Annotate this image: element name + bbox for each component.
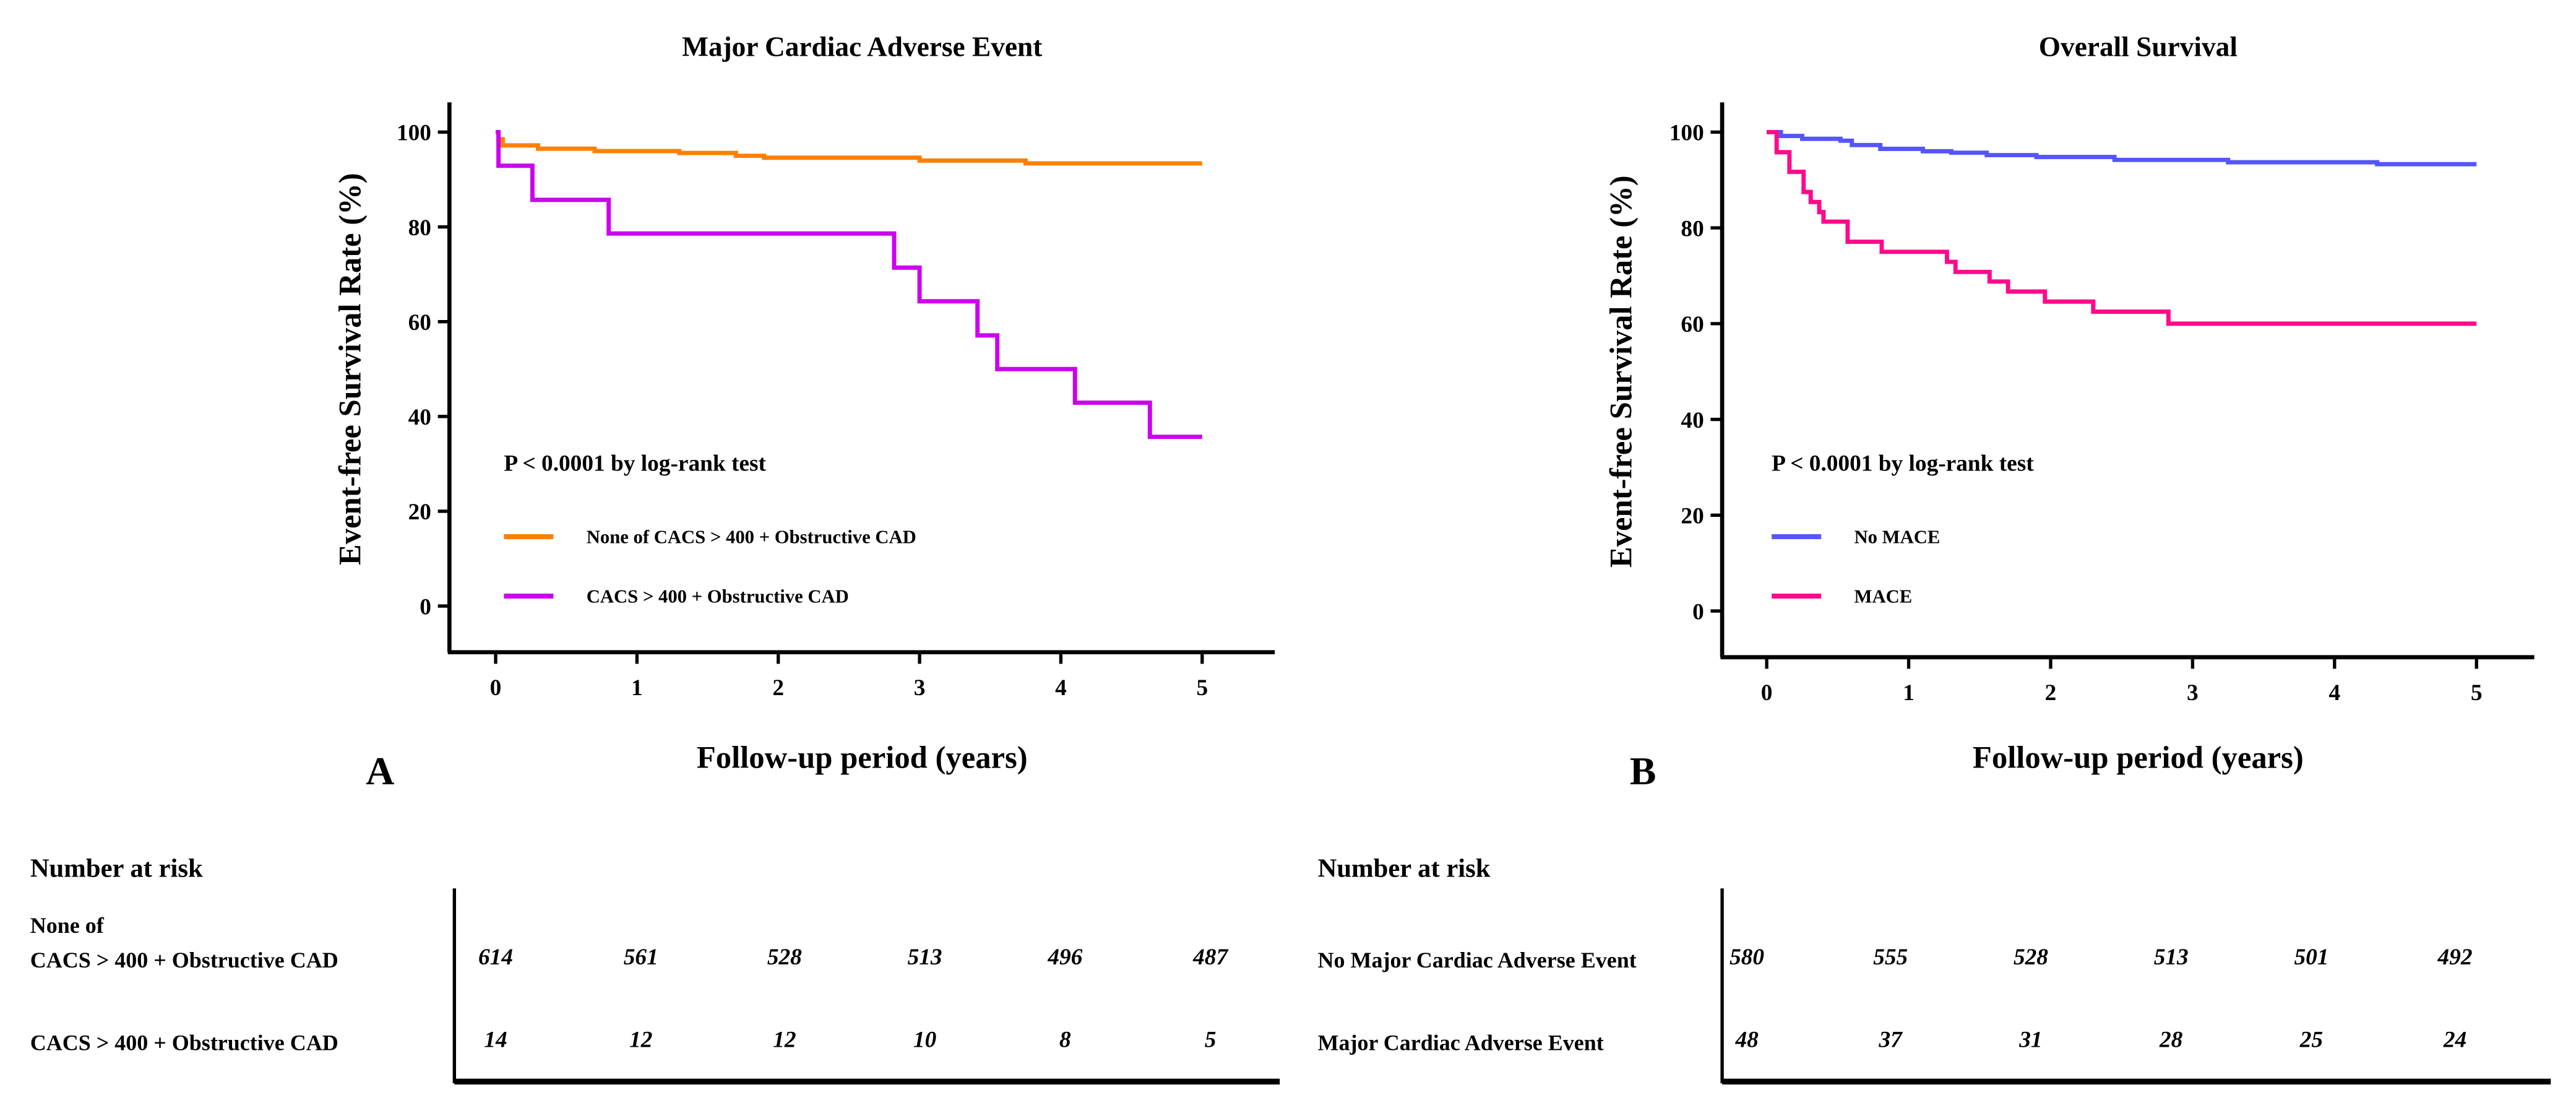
- risk-row-label: No Major Cardiac Adverse Event: [1318, 948, 1637, 972]
- y-tick-label: 80: [1681, 216, 1704, 241]
- x-tick-label: 0: [490, 675, 502, 701]
- risk-table-heading: Number at risk: [30, 854, 203, 883]
- y-tick-label: 100: [397, 121, 431, 146]
- x-tick-label: 3: [914, 675, 926, 701]
- y-tick-label: 60: [408, 310, 431, 335]
- risk-count: 555: [1873, 945, 1908, 970]
- risk-count: 528: [767, 945, 802, 970]
- legend-label: No MACE: [1854, 527, 1941, 548]
- x-tick-label: 5: [1196, 675, 1208, 701]
- x-tick-label: 0: [1761, 680, 1773, 706]
- y-tick-label: 80: [408, 215, 431, 241]
- y-tick-label: 0: [420, 594, 431, 620]
- y-tick-label: 20: [1681, 504, 1704, 529]
- x-tick-label: 4: [1055, 675, 1067, 701]
- risk-row-label: CACS > 400 + Obstructive CAD: [30, 1031, 338, 1055]
- y-tick-label: 100: [1669, 121, 1704, 146]
- survival-curve-0: [1767, 129, 2477, 167]
- x-tick-label: 5: [2471, 680, 2483, 706]
- risk-count: 12: [773, 1027, 796, 1052]
- y-tick-label: 40: [1681, 408, 1704, 433]
- risk-row-label: CACS > 400 + Obstructive CAD: [30, 948, 338, 972]
- x-tick-label: 2: [772, 675, 784, 701]
- panel-label: A: [366, 749, 394, 793]
- risk-count: 513: [908, 945, 942, 970]
- chart-title: Overall Survival: [2039, 32, 2238, 63]
- p-value-annotation: P < 0.0001 by log-rank test: [1772, 451, 2034, 476]
- risk-count: 487: [1192, 945, 1228, 970]
- risk-count: 28: [2159, 1027, 2183, 1052]
- risk-count: 24: [2443, 1027, 2466, 1052]
- y-axis-label: Event-free Survival Rate (%): [1603, 175, 1638, 568]
- y-tick-label: 0: [1692, 599, 1704, 625]
- risk-count: 513: [2154, 945, 2189, 970]
- risk-count: 14: [484, 1027, 507, 1052]
- risk-count: 37: [1879, 1027, 1903, 1052]
- x-tick-label: 1: [631, 675, 643, 701]
- x-tick-label: 1: [1903, 680, 1915, 706]
- risk-count: 528: [2014, 945, 2048, 970]
- risk-count: 48: [1734, 1027, 1759, 1052]
- x-tick-label: 4: [2328, 680, 2340, 706]
- survival-curve-1: [496, 129, 1202, 439]
- risk-count: 492: [2437, 945, 2473, 970]
- y-axis-label: Event-free Survival Rate (%): [332, 173, 367, 565]
- legend-label: CACS > 400 + Obstructive CAD: [587, 586, 849, 607]
- risk-count: 31: [2018, 1027, 2042, 1052]
- risk-count: 580: [1730, 945, 1764, 970]
- survival-curve-0: [496, 129, 1202, 166]
- number-at-risk-table-0: Number at risk None of CACS > 400 + Obstru…: [30, 854, 1280, 1084]
- legend-label: None of CACS > 400 + Obstructive CAD: [587, 527, 916, 548]
- y-tick-label: 60: [1681, 312, 1704, 337]
- chart-panel-b: Overall Survival 0 20 40 60 80 100 0 1 2 3 4 5 Event-…: [1603, 32, 2535, 793]
- risk-count: 5: [1205, 1027, 1217, 1052]
- risk-count: 501: [2294, 945, 2328, 970]
- risk-count: 8: [1059, 1027, 1071, 1052]
- risk-count: 614: [478, 945, 513, 970]
- y-tick-label: 40: [408, 405, 431, 430]
- survival-curve-1: [1767, 129, 2477, 326]
- risk-count: 12: [629, 1027, 652, 1052]
- risk-table-heading: Number at risk: [1318, 854, 1491, 883]
- x-axis-label: Follow-up period (years): [697, 740, 1028, 774]
- p-value-annotation: P < 0.0001 by log-rank test: [504, 451, 766, 476]
- risk-count: 561: [624, 945, 658, 970]
- x-tick-label: 2: [2045, 680, 2057, 706]
- chart-panel-a: Major Cardiac Adverse Event 0 20 40 60 80 100 0…: [332, 32, 1275, 793]
- chart-title: Major Cardiac Adverse Event: [682, 32, 1042, 63]
- risk-count: 25: [2299, 1027, 2323, 1052]
- legend-label: MACE: [1854, 586, 1913, 607]
- x-tick-label: 3: [2187, 680, 2199, 706]
- risk-count: 496: [1047, 945, 1082, 970]
- number-at-risk-table-1: Number at risk No Major Cardiac Adverse E…: [1318, 854, 2551, 1084]
- panel-label: B: [1630, 749, 1656, 793]
- x-axis-label: Follow-up period (years): [1973, 740, 2304, 774]
- y-tick-label: 20: [408, 500, 431, 525]
- risk-row-label: Major Cardiac Adverse Event: [1318, 1031, 1604, 1055]
- risk-row-label: None of: [30, 913, 105, 938]
- risk-count: 10: [913, 1027, 937, 1052]
